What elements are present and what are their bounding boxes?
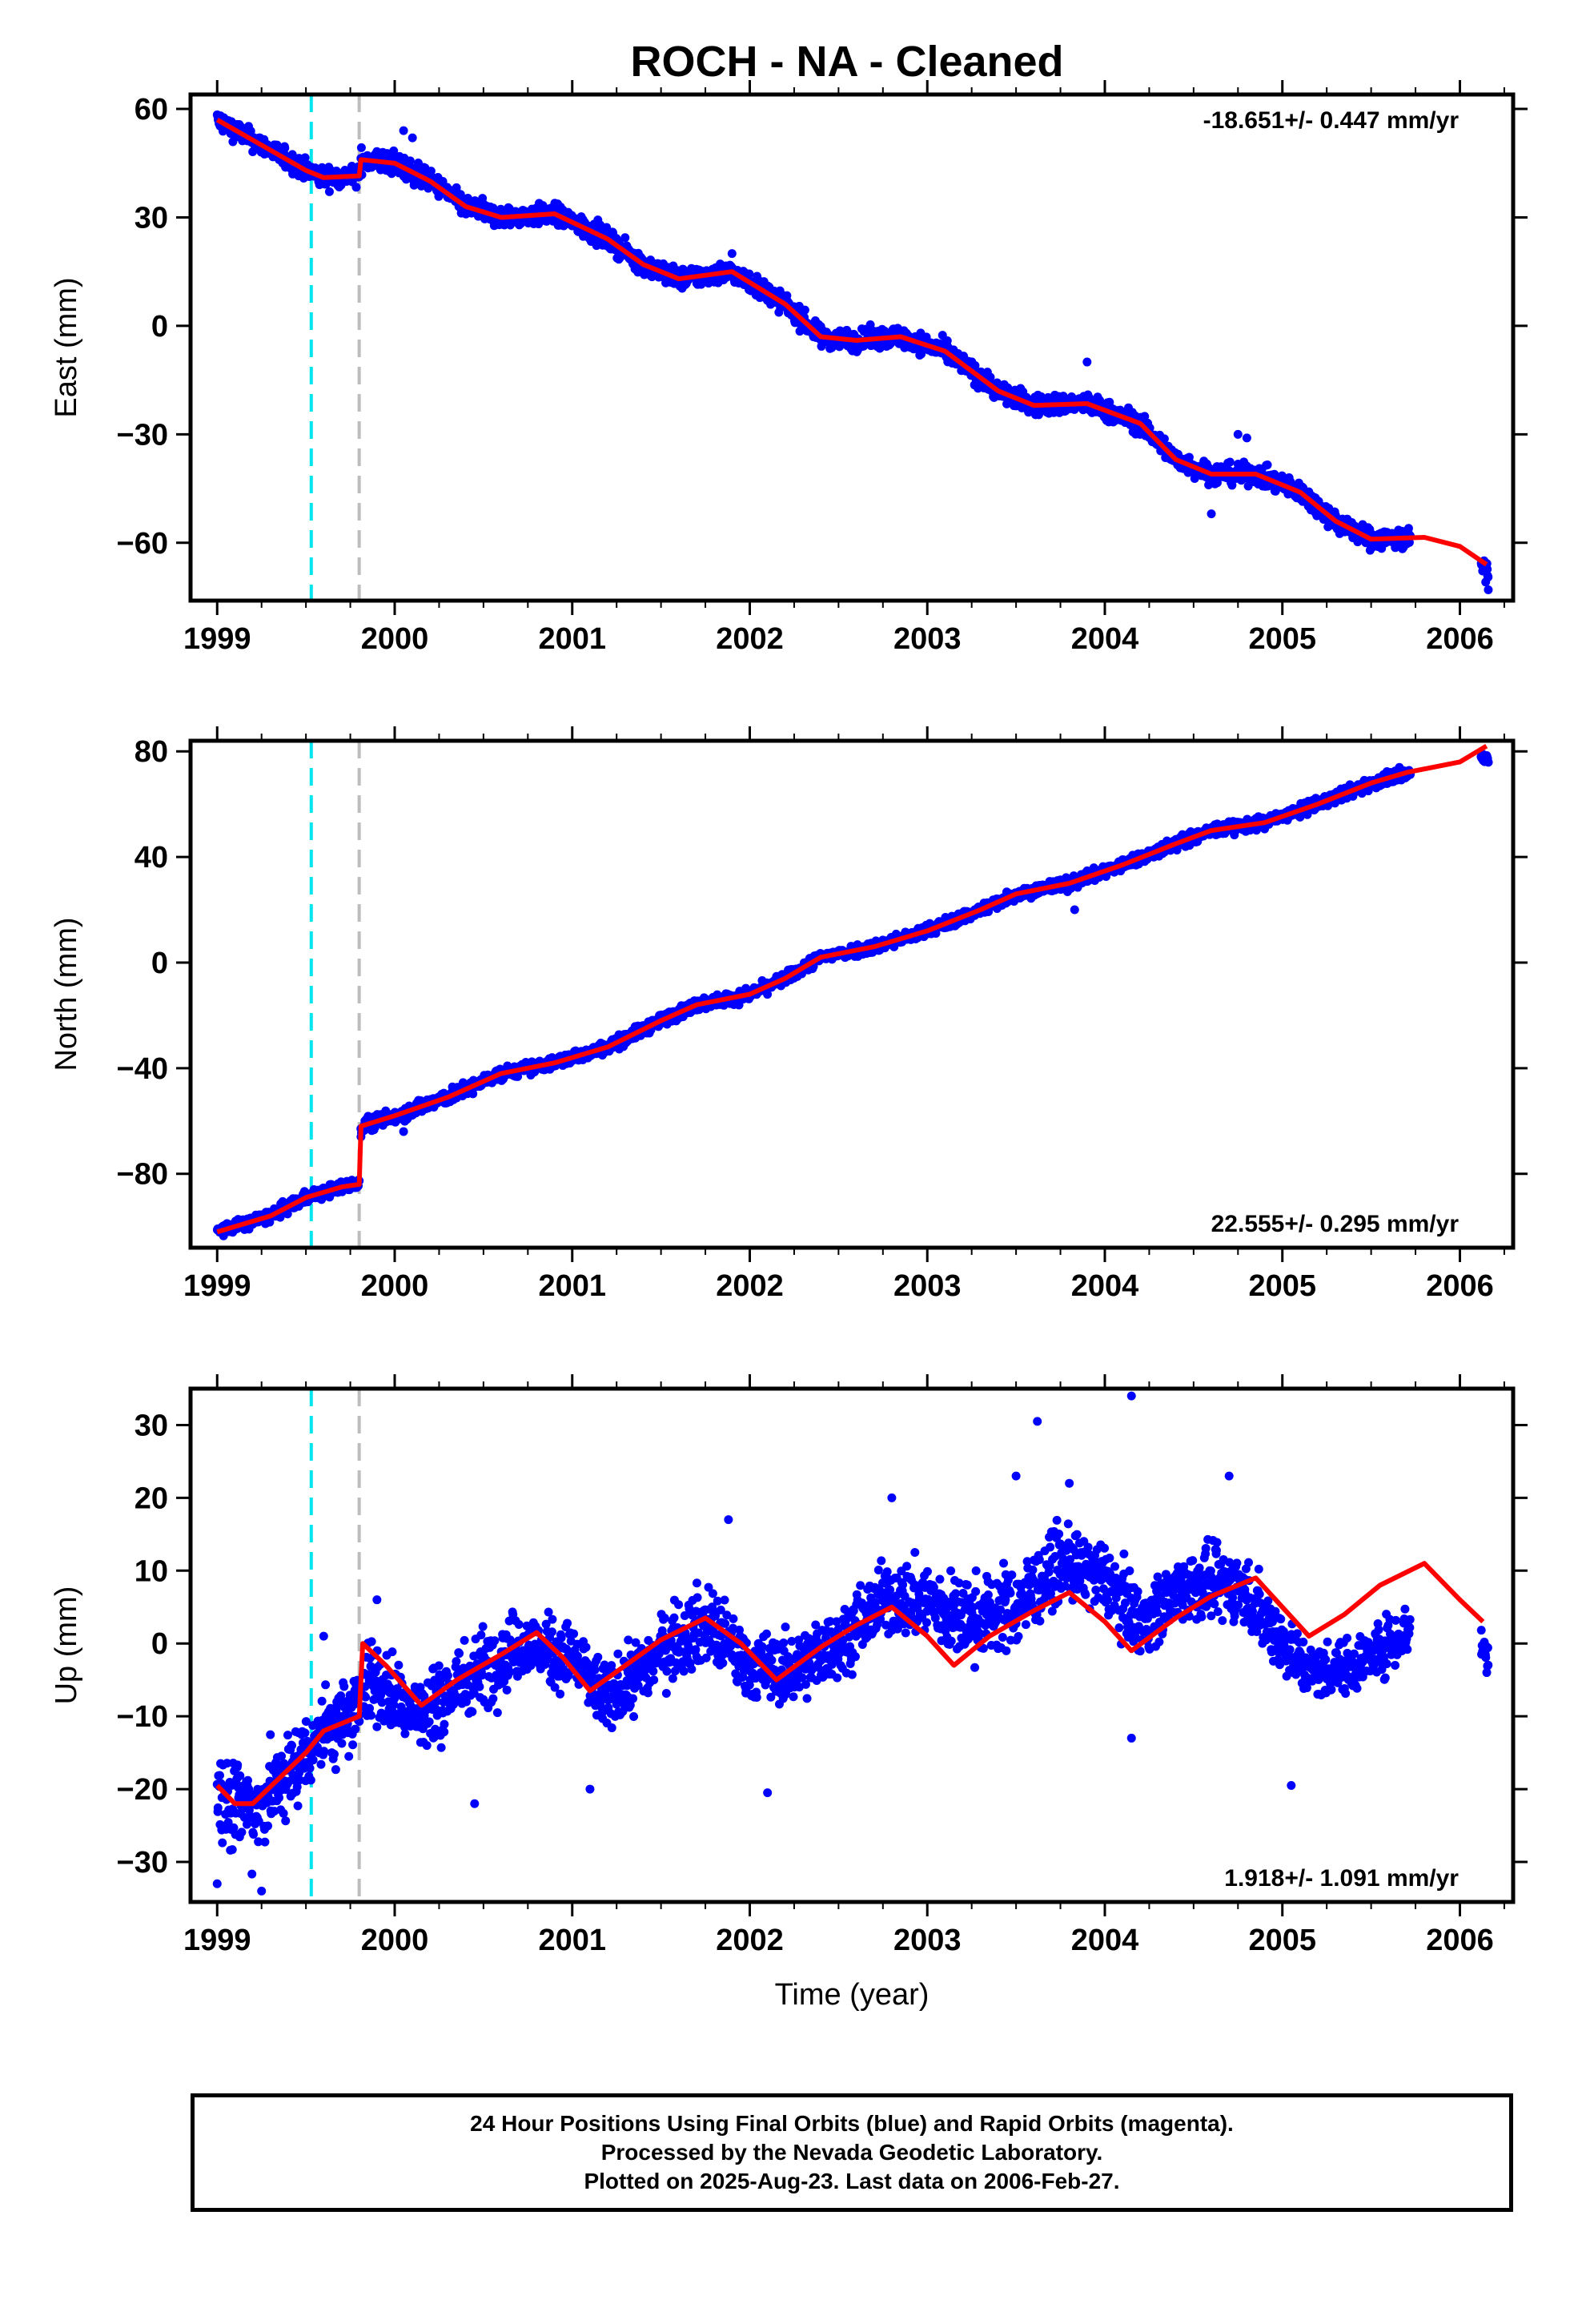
data-point xyxy=(351,183,361,192)
data-point xyxy=(265,1217,275,1227)
data-point xyxy=(468,1089,478,1099)
data-point xyxy=(1212,478,1222,488)
panel-east: 1999 2000 2001 2002 2003 2004 2005 2006 −60 −30 0 3… xyxy=(50,80,1528,656)
data-point xyxy=(620,233,630,243)
data-point xyxy=(942,336,952,346)
x-tick-label: 2000 xyxy=(361,622,429,656)
y-tick-label: −60 xyxy=(117,527,168,561)
data-point xyxy=(1403,524,1413,533)
x-tick-label: 2006 xyxy=(1426,622,1494,656)
data-point-outlier xyxy=(727,249,737,259)
y-tick-label: 60 xyxy=(135,93,168,127)
data-point xyxy=(300,153,310,163)
data-point xyxy=(1225,457,1235,467)
x-tick-label: 2002 xyxy=(716,622,784,656)
y-tick-label: −30 xyxy=(117,418,168,452)
data-point-outlier xyxy=(1242,433,1251,443)
data-point xyxy=(1159,434,1169,444)
y-tick-label: 30 xyxy=(135,201,168,235)
x-tick-label: 2001 xyxy=(538,622,606,656)
data-points xyxy=(212,110,1493,594)
data-point-outlier xyxy=(1233,429,1243,439)
data-point xyxy=(324,187,334,196)
data-point-outlier xyxy=(1082,357,1092,367)
x-tick-label: 2003 xyxy=(893,622,962,656)
model-curve xyxy=(215,117,1488,567)
data-point-outlier xyxy=(1207,509,1216,519)
data-point xyxy=(356,143,366,152)
panel-north: 1999 2000 2001 2002 2003 2004 2005 2006−80−4004… xyxy=(50,726,1528,1303)
data-point xyxy=(763,990,773,999)
data-point xyxy=(405,156,415,166)
x-tick-label: 2005 xyxy=(1248,622,1316,656)
chart-title: ROCH - NA - Cleaned xyxy=(630,38,1063,86)
data-point xyxy=(1263,460,1272,469)
data-point xyxy=(1058,392,1068,401)
data-point xyxy=(745,269,754,279)
y-tick-label: 0 xyxy=(151,310,168,344)
data-point-outlier xyxy=(1484,585,1493,594)
x-tick-label: 1999 xyxy=(183,622,251,656)
data-point xyxy=(1227,480,1237,490)
data-point xyxy=(1140,412,1150,421)
data-point xyxy=(1484,573,1493,582)
y-axis-label: East (mm) xyxy=(50,277,83,417)
data-point xyxy=(1483,565,1492,574)
data-point-outlier xyxy=(399,126,408,135)
data-point xyxy=(280,143,290,153)
data-point-outlier xyxy=(408,133,417,143)
plot-frame xyxy=(188,92,1516,603)
rate-label: -18.651+/- 0.447 mm/yr xyxy=(1203,107,1460,134)
data-point xyxy=(800,305,809,315)
x-tick-label: 2004 xyxy=(1071,622,1139,656)
data-points xyxy=(212,750,1493,1240)
